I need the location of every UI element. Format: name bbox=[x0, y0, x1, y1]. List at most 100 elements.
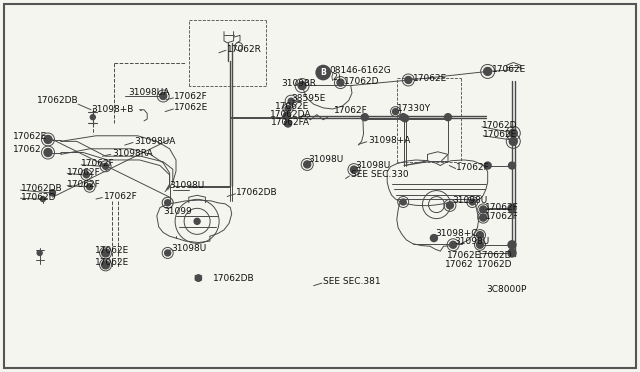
Text: 31099: 31099 bbox=[163, 207, 192, 216]
Circle shape bbox=[450, 241, 456, 248]
Circle shape bbox=[509, 137, 517, 145]
Text: 08146-6162G: 08146-6162G bbox=[329, 66, 390, 75]
Circle shape bbox=[508, 241, 516, 249]
Text: 17062E: 17062E bbox=[413, 74, 447, 83]
Circle shape bbox=[484, 67, 492, 76]
Circle shape bbox=[400, 114, 406, 121]
Circle shape bbox=[480, 214, 486, 221]
Circle shape bbox=[195, 275, 202, 281]
Text: 31098U: 31098U bbox=[355, 161, 390, 170]
Circle shape bbox=[319, 68, 327, 77]
Text: 17062FA: 17062FA bbox=[271, 118, 310, 126]
Circle shape bbox=[447, 202, 453, 209]
Circle shape bbox=[298, 81, 306, 90]
Circle shape bbox=[102, 163, 109, 169]
Text: (2): (2) bbox=[330, 73, 341, 82]
Circle shape bbox=[337, 79, 344, 86]
Circle shape bbox=[83, 172, 90, 178]
Text: 17062D: 17062D bbox=[477, 260, 513, 269]
Text: 17330Y: 17330Y bbox=[397, 105, 431, 113]
Text: SEE SEC.330: SEE SEC.330 bbox=[351, 170, 408, 179]
Circle shape bbox=[445, 114, 451, 121]
Text: B: B bbox=[321, 68, 326, 77]
Text: 31098+A: 31098+A bbox=[368, 136, 410, 145]
Text: 17062F: 17062F bbox=[485, 212, 519, 221]
Circle shape bbox=[102, 249, 109, 257]
Text: 17062F: 17062F bbox=[174, 92, 208, 101]
Circle shape bbox=[477, 232, 483, 238]
Text: 38595E: 38595E bbox=[291, 94, 326, 103]
Text: 31098+C: 31098+C bbox=[435, 229, 477, 238]
Circle shape bbox=[160, 93, 166, 99]
Text: 31098UA: 31098UA bbox=[128, 88, 170, 97]
Text: 17062E: 17062E bbox=[447, 251, 481, 260]
Circle shape bbox=[400, 199, 406, 205]
Text: 31098UA: 31098UA bbox=[134, 137, 176, 146]
Circle shape bbox=[284, 113, 290, 119]
Text: 17062F: 17062F bbox=[334, 106, 368, 115]
Text: 17062DB: 17062DB bbox=[212, 274, 254, 283]
Circle shape bbox=[44, 135, 52, 144]
Text: 31098U: 31098U bbox=[454, 237, 490, 246]
Circle shape bbox=[49, 190, 56, 196]
Circle shape bbox=[405, 77, 412, 83]
Circle shape bbox=[508, 204, 516, 212]
Text: 31098U: 31098U bbox=[172, 244, 207, 253]
Text: 31098RA: 31098RA bbox=[112, 149, 153, 158]
Text: 17062F: 17062F bbox=[456, 163, 490, 172]
Text: 17062E: 17062E bbox=[95, 246, 129, 255]
Circle shape bbox=[194, 218, 200, 224]
Circle shape bbox=[90, 115, 95, 120]
Text: 17062E: 17062E bbox=[174, 103, 209, 112]
Circle shape bbox=[362, 114, 368, 121]
Text: 17062DB: 17062DB bbox=[36, 96, 78, 105]
Text: 17062E: 17062E bbox=[275, 102, 310, 110]
Text: 17062F: 17062F bbox=[67, 168, 101, 177]
Text: 17062F: 17062F bbox=[67, 180, 101, 189]
Circle shape bbox=[37, 250, 42, 256]
Text: 17062: 17062 bbox=[13, 145, 42, 154]
Circle shape bbox=[392, 109, 399, 115]
Circle shape bbox=[86, 184, 93, 190]
Circle shape bbox=[484, 162, 491, 169]
Text: 31098U: 31098U bbox=[170, 181, 205, 190]
Circle shape bbox=[477, 241, 483, 248]
Text: 17062D: 17062D bbox=[477, 251, 513, 260]
Circle shape bbox=[351, 166, 357, 173]
Circle shape bbox=[509, 129, 517, 137]
Circle shape bbox=[164, 250, 171, 256]
Text: 17062E: 17062E bbox=[492, 65, 526, 74]
Circle shape bbox=[316, 65, 330, 80]
Text: 17062R: 17062R bbox=[227, 45, 262, 54]
Text: 31098+B: 31098+B bbox=[92, 105, 134, 114]
Text: 17062DA: 17062DA bbox=[270, 110, 312, 119]
Text: 31098U: 31098U bbox=[452, 196, 487, 205]
Circle shape bbox=[508, 249, 516, 257]
Circle shape bbox=[304, 161, 310, 168]
Text: 17062D: 17062D bbox=[20, 193, 56, 202]
Circle shape bbox=[402, 115, 408, 122]
Text: 17062D: 17062D bbox=[482, 121, 517, 130]
Text: 17062E: 17062E bbox=[95, 258, 129, 267]
Text: 31098R: 31098R bbox=[282, 79, 317, 88]
Circle shape bbox=[44, 148, 52, 157]
Text: 31098U: 31098U bbox=[308, 155, 344, 164]
Circle shape bbox=[40, 196, 45, 202]
Text: 17062: 17062 bbox=[445, 260, 474, 269]
Circle shape bbox=[164, 200, 171, 206]
Text: 3C8000P: 3C8000P bbox=[486, 285, 527, 294]
Circle shape bbox=[480, 206, 486, 213]
Text: 17062F: 17062F bbox=[485, 203, 519, 212]
Text: 17062DB: 17062DB bbox=[20, 185, 62, 193]
Circle shape bbox=[102, 261, 109, 269]
Text: 17062E: 17062E bbox=[13, 132, 47, 141]
Circle shape bbox=[431, 235, 437, 241]
Circle shape bbox=[288, 98, 294, 104]
Circle shape bbox=[509, 162, 515, 169]
Circle shape bbox=[285, 120, 291, 127]
Circle shape bbox=[285, 106, 291, 112]
Text: 17062F: 17062F bbox=[104, 192, 138, 201]
Text: 17062DB: 17062DB bbox=[236, 188, 277, 197]
Text: 17062F: 17062F bbox=[81, 159, 115, 168]
Text: 17062D: 17062D bbox=[344, 77, 380, 86]
